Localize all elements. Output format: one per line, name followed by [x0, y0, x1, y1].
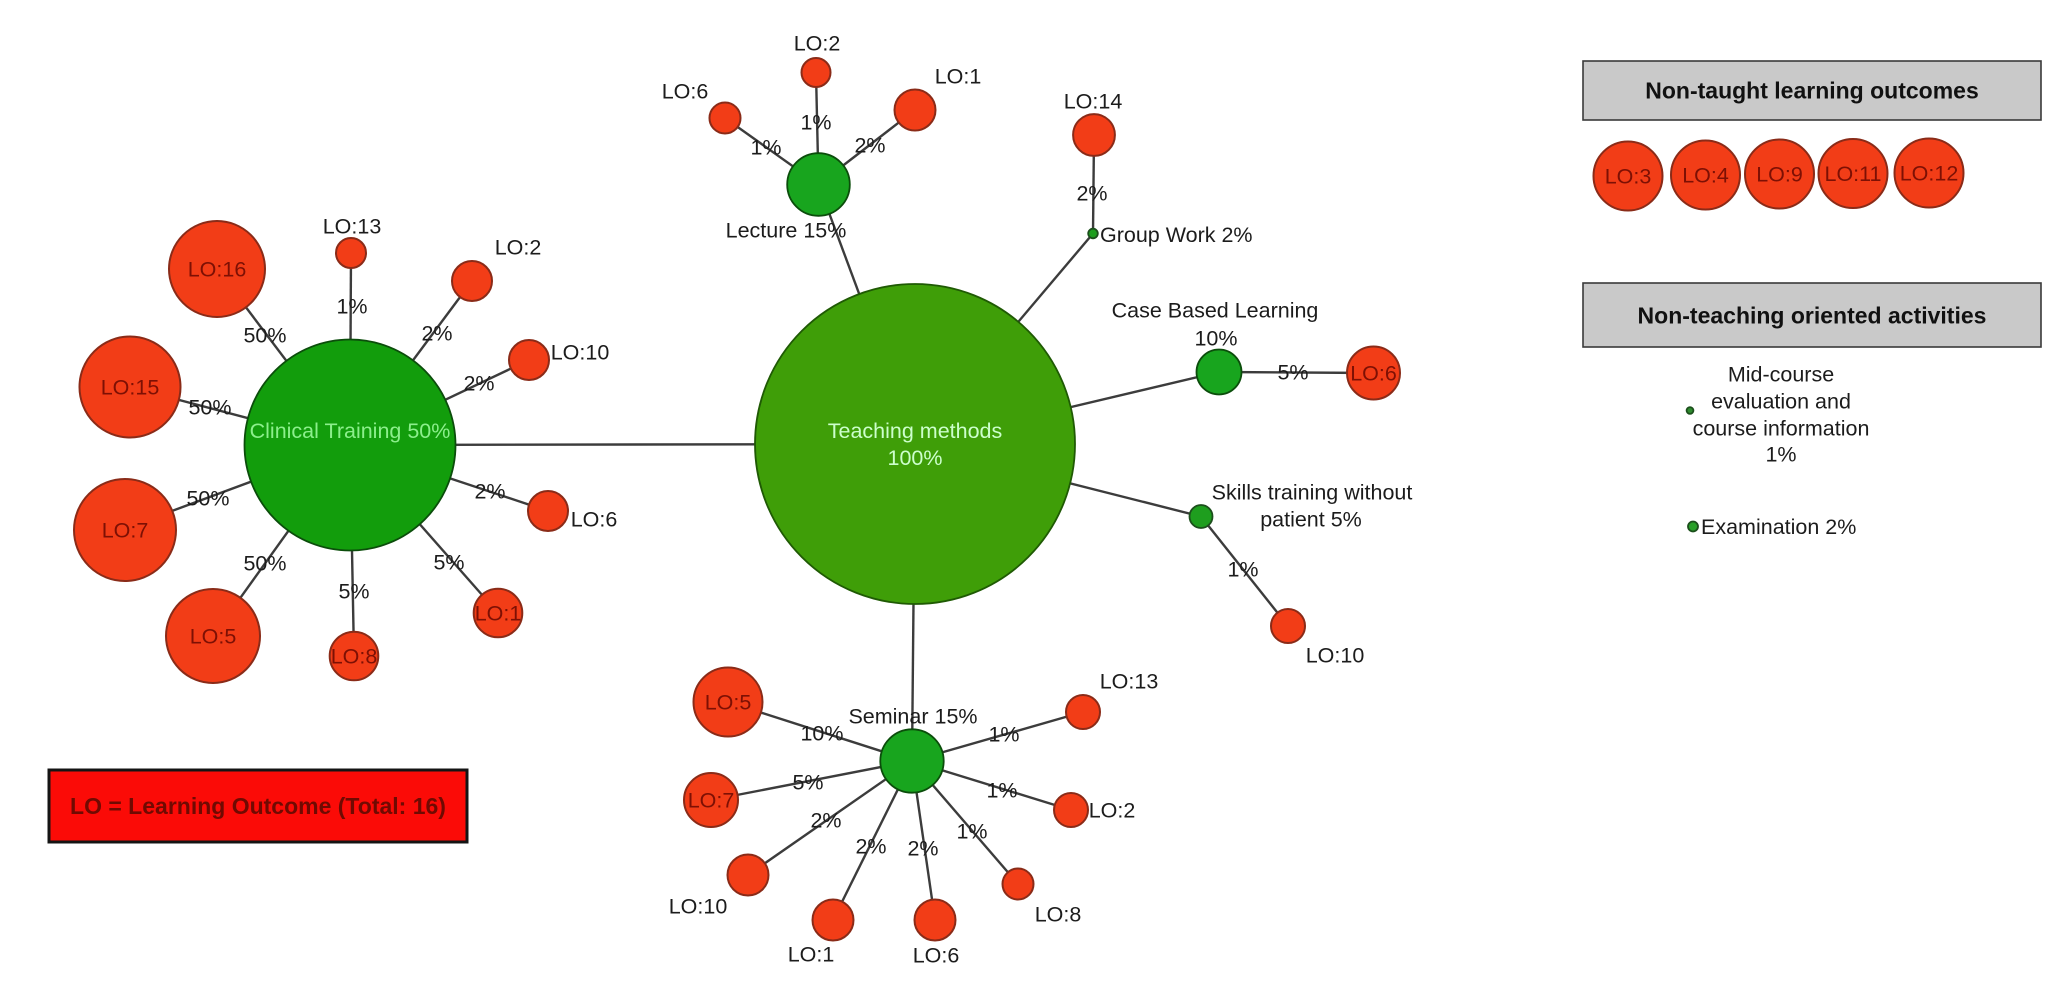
svg-text:1%: 1% — [1765, 443, 1796, 467]
svg-text:2%: 2% — [854, 134, 885, 158]
svg-text:LO:3: LO:3 — [1605, 165, 1652, 189]
svg-text:LO:1: LO:1 — [788, 943, 835, 967]
svg-text:Non-taught learning outcomes: Non-taught learning outcomes — [1645, 78, 1979, 104]
svg-text:5%: 5% — [1277, 361, 1308, 385]
svg-text:LO:10: LO:10 — [669, 895, 728, 919]
svg-text:patient 5%: patient 5% — [1260, 508, 1362, 532]
svg-text:LO:1: LO:1 — [935, 65, 982, 89]
svg-text:LO:13: LO:13 — [1100, 670, 1159, 694]
svg-text:LO:6: LO:6 — [913, 944, 960, 968]
svg-text:Mid-course: Mid-course — [1728, 363, 1834, 387]
svg-text:LO:11: LO:11 — [1825, 162, 1882, 186]
svg-text:Non-teaching oriented activiti: Non-teaching oriented activities — [1638, 303, 1987, 329]
svg-text:LO:7: LO:7 — [102, 519, 149, 543]
svg-text:1%: 1% — [1227, 558, 1258, 582]
svg-text:LO:9: LO:9 — [1756, 163, 1803, 187]
svg-text:10%: 10% — [1194, 327, 1237, 351]
svg-text:LO:13: LO:13 — [323, 215, 382, 239]
svg-text:Examination 2%: Examination 2% — [1701, 515, 1856, 539]
svg-text:5%: 5% — [433, 551, 464, 575]
svg-text:LO:2: LO:2 — [495, 236, 542, 260]
svg-text:LO:2: LO:2 — [794, 32, 841, 56]
svg-text:evaluation and: evaluation and — [1711, 390, 1851, 414]
svg-text:LO:8: LO:8 — [1035, 903, 1082, 927]
svg-text:Case Based Learning: Case Based Learning — [1112, 299, 1319, 323]
svg-text:2%: 2% — [463, 372, 494, 396]
svg-text:Group Work 2%: Group Work 2% — [1100, 223, 1253, 247]
svg-text:LO:12: LO:12 — [1900, 162, 1959, 186]
svg-text:5%: 5% — [338, 580, 369, 604]
svg-text:5%: 5% — [792, 771, 823, 795]
svg-text:1%: 1% — [986, 779, 1017, 803]
svg-text:LO:5: LO:5 — [190, 625, 237, 649]
svg-text:100%: 100% — [888, 446, 943, 470]
svg-text:2%: 2% — [907, 837, 938, 861]
svg-text:LO:7: LO:7 — [688, 789, 735, 813]
svg-text:LO:6: LO:6 — [1350, 362, 1397, 386]
svg-text:LO:1: LO:1 — [475, 602, 522, 626]
svg-text:1%: 1% — [956, 820, 987, 844]
svg-text:2%: 2% — [474, 480, 505, 504]
svg-text:50%: 50% — [243, 324, 286, 348]
svg-text:1%: 1% — [988, 723, 1019, 747]
svg-text:10%: 10% — [800, 722, 843, 746]
svg-text:Teaching methods: Teaching methods — [828, 419, 1003, 443]
svg-text:LO:16: LO:16 — [188, 258, 247, 282]
svg-text:1%: 1% — [750, 136, 781, 160]
svg-text:LO:5: LO:5 — [705, 691, 752, 715]
svg-text:LO:4: LO:4 — [1682, 164, 1729, 188]
svg-text:course information: course information — [1693, 417, 1870, 441]
svg-text:1%: 1% — [800, 111, 831, 135]
svg-text:Seminar 15%: Seminar 15% — [848, 705, 977, 729]
svg-text:Lecture 15%: Lecture 15% — [726, 219, 847, 243]
svg-text:1%: 1% — [336, 295, 367, 319]
svg-text:LO:15: LO:15 — [101, 376, 160, 400]
svg-text:2%: 2% — [810, 809, 841, 833]
svg-text:2%: 2% — [1076, 182, 1107, 206]
svg-text:50%: 50% — [188, 396, 231, 420]
svg-text:2%: 2% — [855, 835, 886, 859]
svg-text:LO:8: LO:8 — [331, 645, 378, 669]
svg-text:LO:6: LO:6 — [571, 508, 618, 532]
svg-text:LO:2: LO:2 — [1089, 799, 1136, 823]
svg-text:LO:6: LO:6 — [662, 80, 709, 104]
svg-text:LO = Learning Outcome (Total:: LO = Learning Outcome (Total: 16) — [70, 793, 446, 819]
svg-text:2%: 2% — [421, 322, 452, 346]
svg-text:Clinical Training 50%: Clinical Training 50% — [250, 419, 451, 443]
svg-text:LO:10: LO:10 — [1306, 644, 1365, 668]
svg-text:Skills training without: Skills training without — [1212, 481, 1413, 505]
svg-text:LO:14: LO:14 — [1064, 90, 1123, 114]
svg-text:50%: 50% — [186, 487, 229, 511]
svg-text:LO:10: LO:10 — [551, 341, 610, 365]
svg-text:50%: 50% — [243, 552, 286, 576]
